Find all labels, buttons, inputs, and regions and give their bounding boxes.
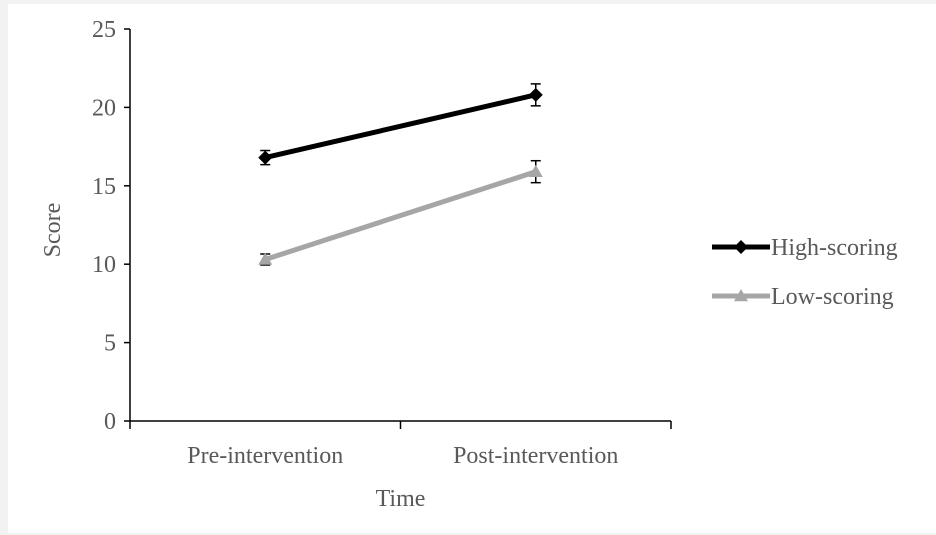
line-chart: 0 5 10 15 20 25 Pre-intervention Post-intervent… [40,17,898,512]
legend-item-low-scoring: Low-scoring [712,284,894,310]
chart-labels: Time Score [40,203,425,512]
legend-label: Low-scoring [771,284,894,310]
y-tick-label: 0 [104,409,116,435]
series-line-low-scoring [264,169,537,262]
data-point [258,150,273,165]
y-tick-label: 10 [92,252,116,278]
data-point [528,87,543,102]
y-tick-label: 20 [92,95,116,121]
axes: 0 5 10 15 20 25 Pre-intervention Post-intervent… [92,17,672,469]
y-tick-label: 5 [104,331,116,357]
x-tick-label: Post-intervention [453,443,618,469]
legend-marker [734,240,748,254]
series-line-high-scoring [264,92,537,161]
legend-label: High-scoring [771,235,898,261]
chart-marks [258,83,543,266]
x-tick-label: Pre-intervention [187,443,343,469]
series-low-scoring [258,159,543,266]
legend-item-high-scoring: High-scoring [712,235,898,261]
legend-marker [734,289,748,302]
data-point [258,252,273,265]
series-high-scoring [258,83,543,166]
x-axis-title: Time [376,486,426,512]
y-tick-label: 25 [92,17,116,43]
data-point [528,164,543,177]
y-axis-title: Score [40,203,66,258]
y-tick-label: 15 [92,174,116,200]
chart-panel: 0 5 10 15 20 25 Pre-intervention Post-intervent… [8,4,936,533]
legend: High-scoring Low-scoring [712,235,898,310]
